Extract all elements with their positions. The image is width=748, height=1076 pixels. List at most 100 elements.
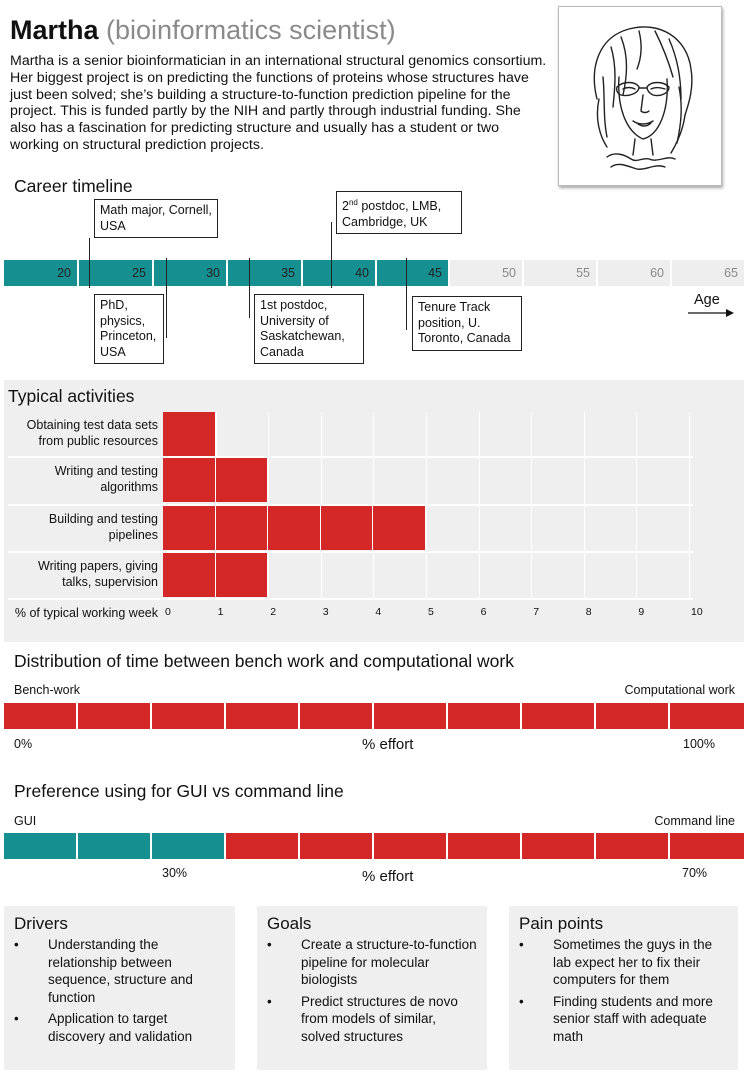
activity-tick-label: 10 xyxy=(691,606,703,618)
age-axis-label: Age xyxy=(694,292,720,308)
effort-cell xyxy=(78,703,152,729)
list-item: • Application to target discovery and val… xyxy=(14,1010,225,1045)
timeline-event-first-postdoc: 1st postdoc, University of Saskatchewan,… xyxy=(254,294,364,364)
effort-cell xyxy=(226,833,300,859)
effort-cell xyxy=(300,833,374,859)
career-timeline-title: Career timeline xyxy=(14,176,133,196)
portrait-sketch-icon xyxy=(593,26,693,171)
timeline-segment-65: 65 xyxy=(672,260,744,286)
activities-panel: Typical activities Obtaining test data s… xyxy=(4,380,744,642)
goals-card: Goals • Create a structure-to-function pi… xyxy=(257,906,487,1070)
arrow-right-icon xyxy=(688,309,734,317)
effort-cell xyxy=(4,703,78,729)
activity-tick-label: 5 xyxy=(428,606,434,618)
bench-center-label: % effort xyxy=(362,736,414,753)
list-item: • Finding students and more senior staff … xyxy=(519,993,728,1046)
drivers-card: Drivers • Understanding the relationship … xyxy=(4,906,235,1070)
activity-label: Obtaining test data sets from public res… xyxy=(26,418,158,448)
gui-preference-title: Preference using for GUI vs command line xyxy=(14,781,344,801)
bullet-icon: • xyxy=(267,993,272,1009)
timeline-segment-35: 35 xyxy=(228,260,301,286)
effort-cell xyxy=(596,703,670,729)
goals-item-text: Create a structure-to-function pipeline … xyxy=(301,937,477,987)
bench-distribution-title: Distribution of time between bench work … xyxy=(14,651,514,671)
timeline-event-tenure-track: Tenure Track position, U. Toronto, Canad… xyxy=(412,296,522,351)
gui-left-value: 30% xyxy=(162,866,188,880)
gui-effort-bar xyxy=(4,833,744,859)
pain-points-list: • Sometimes the guys in the lab expect he… xyxy=(519,936,728,1045)
effort-cell xyxy=(226,703,300,729)
drivers-item-text: Application to target discovery and vali… xyxy=(48,1011,193,1044)
activity-tick-label: 7 xyxy=(533,606,540,618)
persona-name: Martha xyxy=(10,15,99,45)
bullet-icon: • xyxy=(519,993,524,1009)
pain-points-item-text: Sometimes the guys in the lab expect her… xyxy=(553,937,713,987)
bench-effort-bar xyxy=(4,703,744,729)
goals-title: Goals xyxy=(267,914,312,933)
activities-title: Typical activities xyxy=(8,386,135,406)
effort-cell xyxy=(300,703,374,729)
bench-right-label: Computational work xyxy=(624,683,735,697)
activity-bar-cell xyxy=(215,553,269,597)
activity-label: Building and testing pipelines xyxy=(48,512,158,542)
timeline-segment-55: 55 xyxy=(524,260,596,286)
persona-bio: Martha is a senior bioinformatician in a… xyxy=(10,53,547,153)
activity-tick-label: 4 xyxy=(375,606,382,618)
gui-right-value: 70% xyxy=(682,866,708,880)
pain-points-card: Pain points • Sometimes the guys in the l… xyxy=(509,906,738,1070)
timeline-connector xyxy=(406,258,407,330)
persona-role: (bioinformatics scientist) xyxy=(106,15,396,45)
persona-portrait xyxy=(558,6,722,186)
activity-bar-cell xyxy=(163,412,216,456)
timeline-segment-45: 45 xyxy=(377,260,448,286)
bullet-icon: • xyxy=(14,937,19,952)
list-item: • Predict structures de novo from models … xyxy=(267,993,477,1046)
career-timeline-bar: 20 25 30 35 40 45 50 55 60 65 xyxy=(4,260,744,286)
timeline-connector xyxy=(249,258,250,318)
pain-points-title: Pain points xyxy=(519,914,604,933)
row-separator xyxy=(8,504,693,506)
effort-cell xyxy=(78,833,152,859)
effort-cell xyxy=(152,703,226,729)
bench-left-label: Bench-work xyxy=(14,683,80,697)
activity-bar-cell xyxy=(163,458,216,502)
timeline-segment-40: 40 xyxy=(303,260,375,286)
gui-right-label: Command line xyxy=(654,814,735,828)
timeline-event-math-major: Math major, Cornell, USA xyxy=(94,199,218,238)
drivers-title: Drivers xyxy=(14,914,68,933)
activity-bar-cell xyxy=(373,506,426,550)
activity-tick-label: 0 xyxy=(165,606,171,618)
list-item: • Create a structure-to-function pipeline… xyxy=(267,936,477,989)
drivers-item-text: Understanding the relationship between s… xyxy=(48,937,193,1005)
bench-max-label: 100% xyxy=(683,737,715,751)
event-text: postdoc, LMB, Cambridge, UK xyxy=(342,199,442,229)
activity-label: Writing and testing algorithms xyxy=(54,464,158,494)
timeline-connector xyxy=(89,238,90,288)
gui-left-label: GUI xyxy=(14,814,37,828)
effort-cell xyxy=(4,833,78,859)
event-ordinal-suffix: nd xyxy=(348,198,358,207)
timeline-segment-50: 50 xyxy=(450,260,522,286)
activity-axis-label: % of typical working week xyxy=(14,606,158,620)
activity-tick-label: 1 xyxy=(217,606,224,618)
activity-bar-cell xyxy=(215,458,269,502)
activity-tick-label: 9 xyxy=(638,606,645,618)
persona-title: Martha (bioinformatics scientist) xyxy=(10,14,396,46)
effort-cell xyxy=(152,833,226,859)
list-item: • Understanding the relationship between … xyxy=(14,936,225,1006)
activity-tick-label: 8 xyxy=(585,606,592,618)
activity-tick-label: 3 xyxy=(322,606,329,618)
activity-bar-cell xyxy=(163,506,216,550)
goals-list: • Create a structure-to-function pipeline… xyxy=(267,936,477,1045)
timeline-connector xyxy=(331,222,332,288)
bench-min-label: 0% xyxy=(14,737,33,751)
bullet-icon: • xyxy=(519,937,524,952)
activity-tick-label: 6 xyxy=(480,606,487,618)
effort-cell xyxy=(596,833,670,859)
effort-cell xyxy=(522,703,596,729)
goals-item-text: Predict structures de novo from models o… xyxy=(301,993,458,1044)
effort-cell xyxy=(670,703,744,729)
effort-cell xyxy=(448,703,522,729)
activity-bar-cell xyxy=(163,553,216,597)
activity-bar-cell xyxy=(320,506,374,550)
